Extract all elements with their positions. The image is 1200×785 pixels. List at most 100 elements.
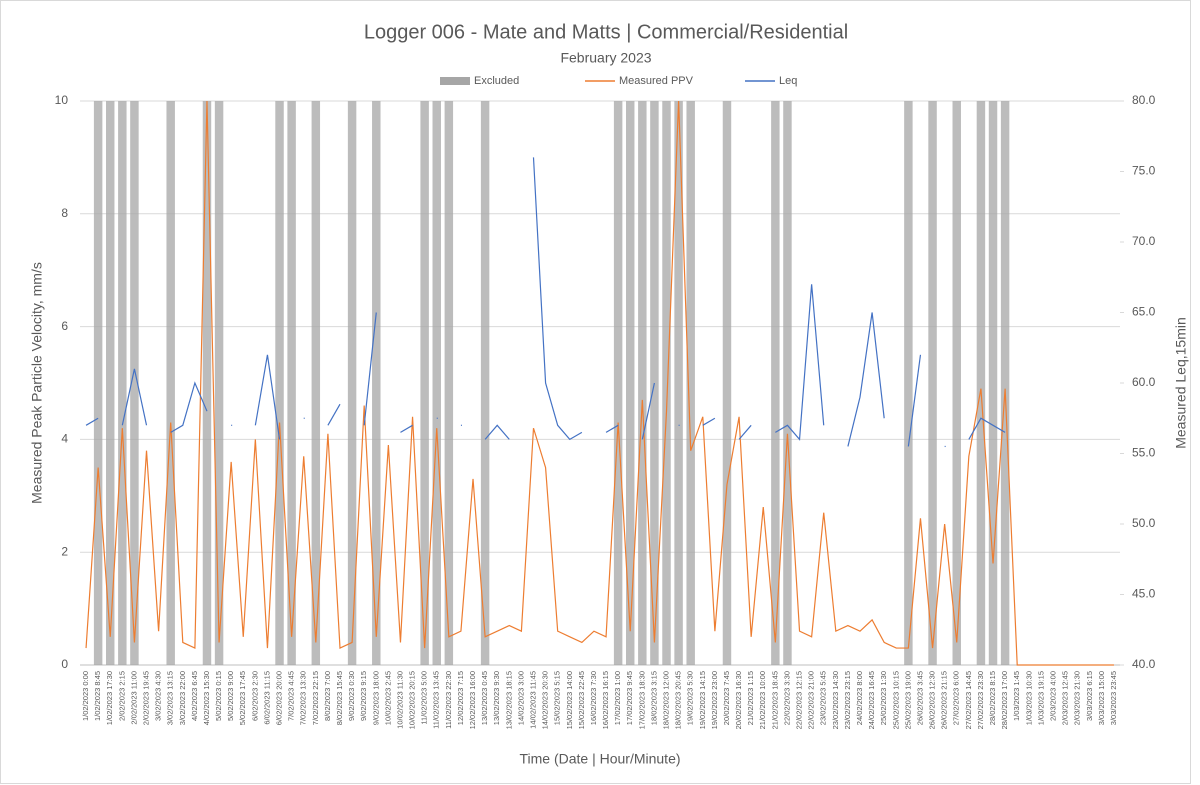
series-line — [85, 417, 99, 426]
x-tick-label: 19/02/2023 5:30 — [686, 671, 695, 725]
x-tick-label: 17/02/2023 1:00 — [613, 671, 622, 725]
x-tick-label: 3/02/2023 13:15 — [166, 671, 175, 725]
excluded-bar — [202, 101, 212, 665]
x-tick-label: 20/02/2023 7:45 — [722, 671, 731, 725]
x-tick-label: 26/02/2023 21:15 — [940, 671, 949, 729]
x-tick-label: 5/02/2023 0:15 — [214, 671, 223, 721]
x-axis-label: Time (Date | Hour/Minute) — [519, 751, 680, 767]
x-tick-label: 13/02/2023 9:30 — [492, 671, 501, 725]
x-tick-label: 10/02/2023 20:15 — [408, 671, 417, 729]
x-tick-label: 5/02/2023 9:00 — [226, 671, 235, 721]
x-tick-label: 2/03/2023 4:00 — [1048, 671, 1057, 721]
excluded-bar — [130, 101, 139, 665]
x-tick-label: 19/02/2023 23:00 — [710, 671, 719, 729]
y-tick-label: 2 — [61, 544, 68, 558]
x-tick-label: 9/02/2023 0:30 — [347, 671, 356, 721]
excluded-bar — [952, 101, 961, 665]
series-line — [532, 157, 583, 441]
y-tick-label: 8 — [61, 206, 68, 220]
excluded-bar — [1000, 101, 1010, 665]
x-tick-label: 12/02/2023 16:00 — [468, 671, 477, 729]
x-tick-label: 13/02/2023 18:15 — [504, 671, 513, 729]
y2-tick-label: 70.0 — [1132, 234, 1156, 248]
excluded-bar — [287, 101, 296, 665]
excluded-bar — [166, 101, 175, 665]
x-tick-label: 20/02/2023 16:30 — [734, 671, 743, 729]
excluded-bar — [480, 101, 490, 665]
y2-tick-label: 50.0 — [1132, 516, 1156, 530]
series-line — [907, 354, 922, 447]
x-tick-label: 17/02/2023 18:30 — [637, 671, 646, 729]
y2-tick-label: 75.0 — [1132, 164, 1156, 178]
excluded-bar — [613, 101, 623, 665]
y2-tick-label: 45.0 — [1132, 587, 1156, 601]
y-axis-label: Measured Peak Particle Velocity, mm/s — [29, 262, 45, 504]
series-line — [170, 381, 208, 433]
excluded-bar — [626, 101, 635, 665]
x-tick-label: 3/02/2023 22:00 — [178, 671, 187, 725]
x-tick-label: 22/02/2023 21:00 — [807, 671, 816, 729]
excluded-bar — [432, 101, 441, 665]
x-tick-label: 3/03/2023 23:45 — [1109, 671, 1118, 725]
excluded-bar — [444, 101, 454, 665]
x-tick-label: 25/02/2023 19:00 — [903, 671, 912, 729]
x-tick-label: 14/02/2023 3:00 — [516, 671, 525, 725]
excluded-bar — [93, 101, 103, 665]
excluded-bar — [347, 101, 357, 665]
series-line — [121, 368, 148, 426]
chart-title: Logger 006 - Mate and Matts | Commercial… — [364, 21, 848, 43]
x-tick-label: 21/02/2023 1:15 — [746, 671, 755, 725]
x-tick-label: 6/02/2023 20:00 — [275, 671, 284, 725]
y2-tick-label: 65.0 — [1132, 305, 1156, 319]
x-tick-label: 27/02/2023 14:45 — [964, 671, 973, 729]
legend-label: Measured PPV — [619, 75, 694, 87]
x-tick-label: 27/02/2023 6:00 — [952, 671, 961, 725]
x-tick-label: 11/02/2023 13:45 — [432, 671, 441, 729]
series-line — [363, 312, 377, 426]
x-tick-label: 23/02/2023 5:45 — [819, 671, 828, 725]
excluded-bar — [106, 101, 115, 665]
excluded-bar — [275, 101, 284, 665]
x-tick-label: 18/02/2023 3:15 — [649, 671, 658, 725]
x-tick-label: 18/02/2023 12:00 — [661, 671, 670, 729]
excluded-bar — [118, 101, 127, 665]
excluded-bar — [928, 101, 937, 665]
x-tick-label: 12/02/2023 7:15 — [456, 671, 465, 725]
series-line — [641, 382, 656, 440]
excluded-bar — [311, 101, 321, 665]
x-tick-label: 2/03/2023 12:45 — [1061, 671, 1070, 725]
x-tick-label: 22/02/2023 3:30 — [782, 671, 791, 725]
x-tick-label: 8/02/2023 7:00 — [323, 671, 332, 721]
excluded-bar — [372, 101, 381, 665]
y2-tick-label: 60.0 — [1132, 375, 1156, 389]
excluded-bar — [904, 101, 913, 665]
x-tick-label: 23/02/2023 14:30 — [831, 671, 840, 729]
y2-tick-label: 80.0 — [1132, 93, 1156, 107]
excluded-bar — [976, 101, 986, 665]
y-tick-label: 4 — [61, 432, 68, 446]
x-tick-label: 27/02/2023 23:30 — [976, 671, 985, 729]
x-tick-label: 5/02/2023 17:45 — [238, 671, 247, 725]
x-tick-label: 9/02/2023 9:15 — [359, 671, 368, 721]
x-tick-label: 19/02/2023 14:15 — [698, 671, 707, 729]
excluded-bar — [662, 101, 671, 665]
series-line — [968, 417, 1006, 440]
x-tick-label: 4/02/2023 15:30 — [202, 671, 211, 725]
x-tick-label: 1/03/2023 19:15 — [1036, 671, 1045, 725]
excluded-bar — [686, 101, 695, 665]
x-tick-label: 3/03/2023 15:00 — [1097, 671, 1106, 725]
x-tick-label: 25/02/2023 10:15 — [891, 671, 900, 729]
x-tick-label: 14/02/2023 20:30 — [541, 671, 550, 729]
x-tick-label: 2/02/2023 2:15 — [117, 671, 126, 721]
x-tick-label: 3/03/2023 6:15 — [1085, 671, 1094, 721]
y2-tick-label: 40.0 — [1132, 657, 1156, 671]
x-tick-label: 6/02/2023 11:15 — [262, 671, 271, 725]
x-tick-label: 11/02/2023 22:30 — [444, 671, 453, 729]
x-tick-label: 15/02/2023 5:15 — [553, 671, 562, 725]
x-tick-label: 7/02/2023 13:30 — [299, 671, 308, 725]
x-tick-label: 2/02/2023 11:00 — [129, 671, 138, 725]
y2-tick-label: 55.0 — [1132, 446, 1156, 460]
x-tick-label: 24/02/2023 8:00 — [855, 671, 864, 725]
x-tick-label: 1/02/2023 0:00 — [81, 671, 90, 721]
